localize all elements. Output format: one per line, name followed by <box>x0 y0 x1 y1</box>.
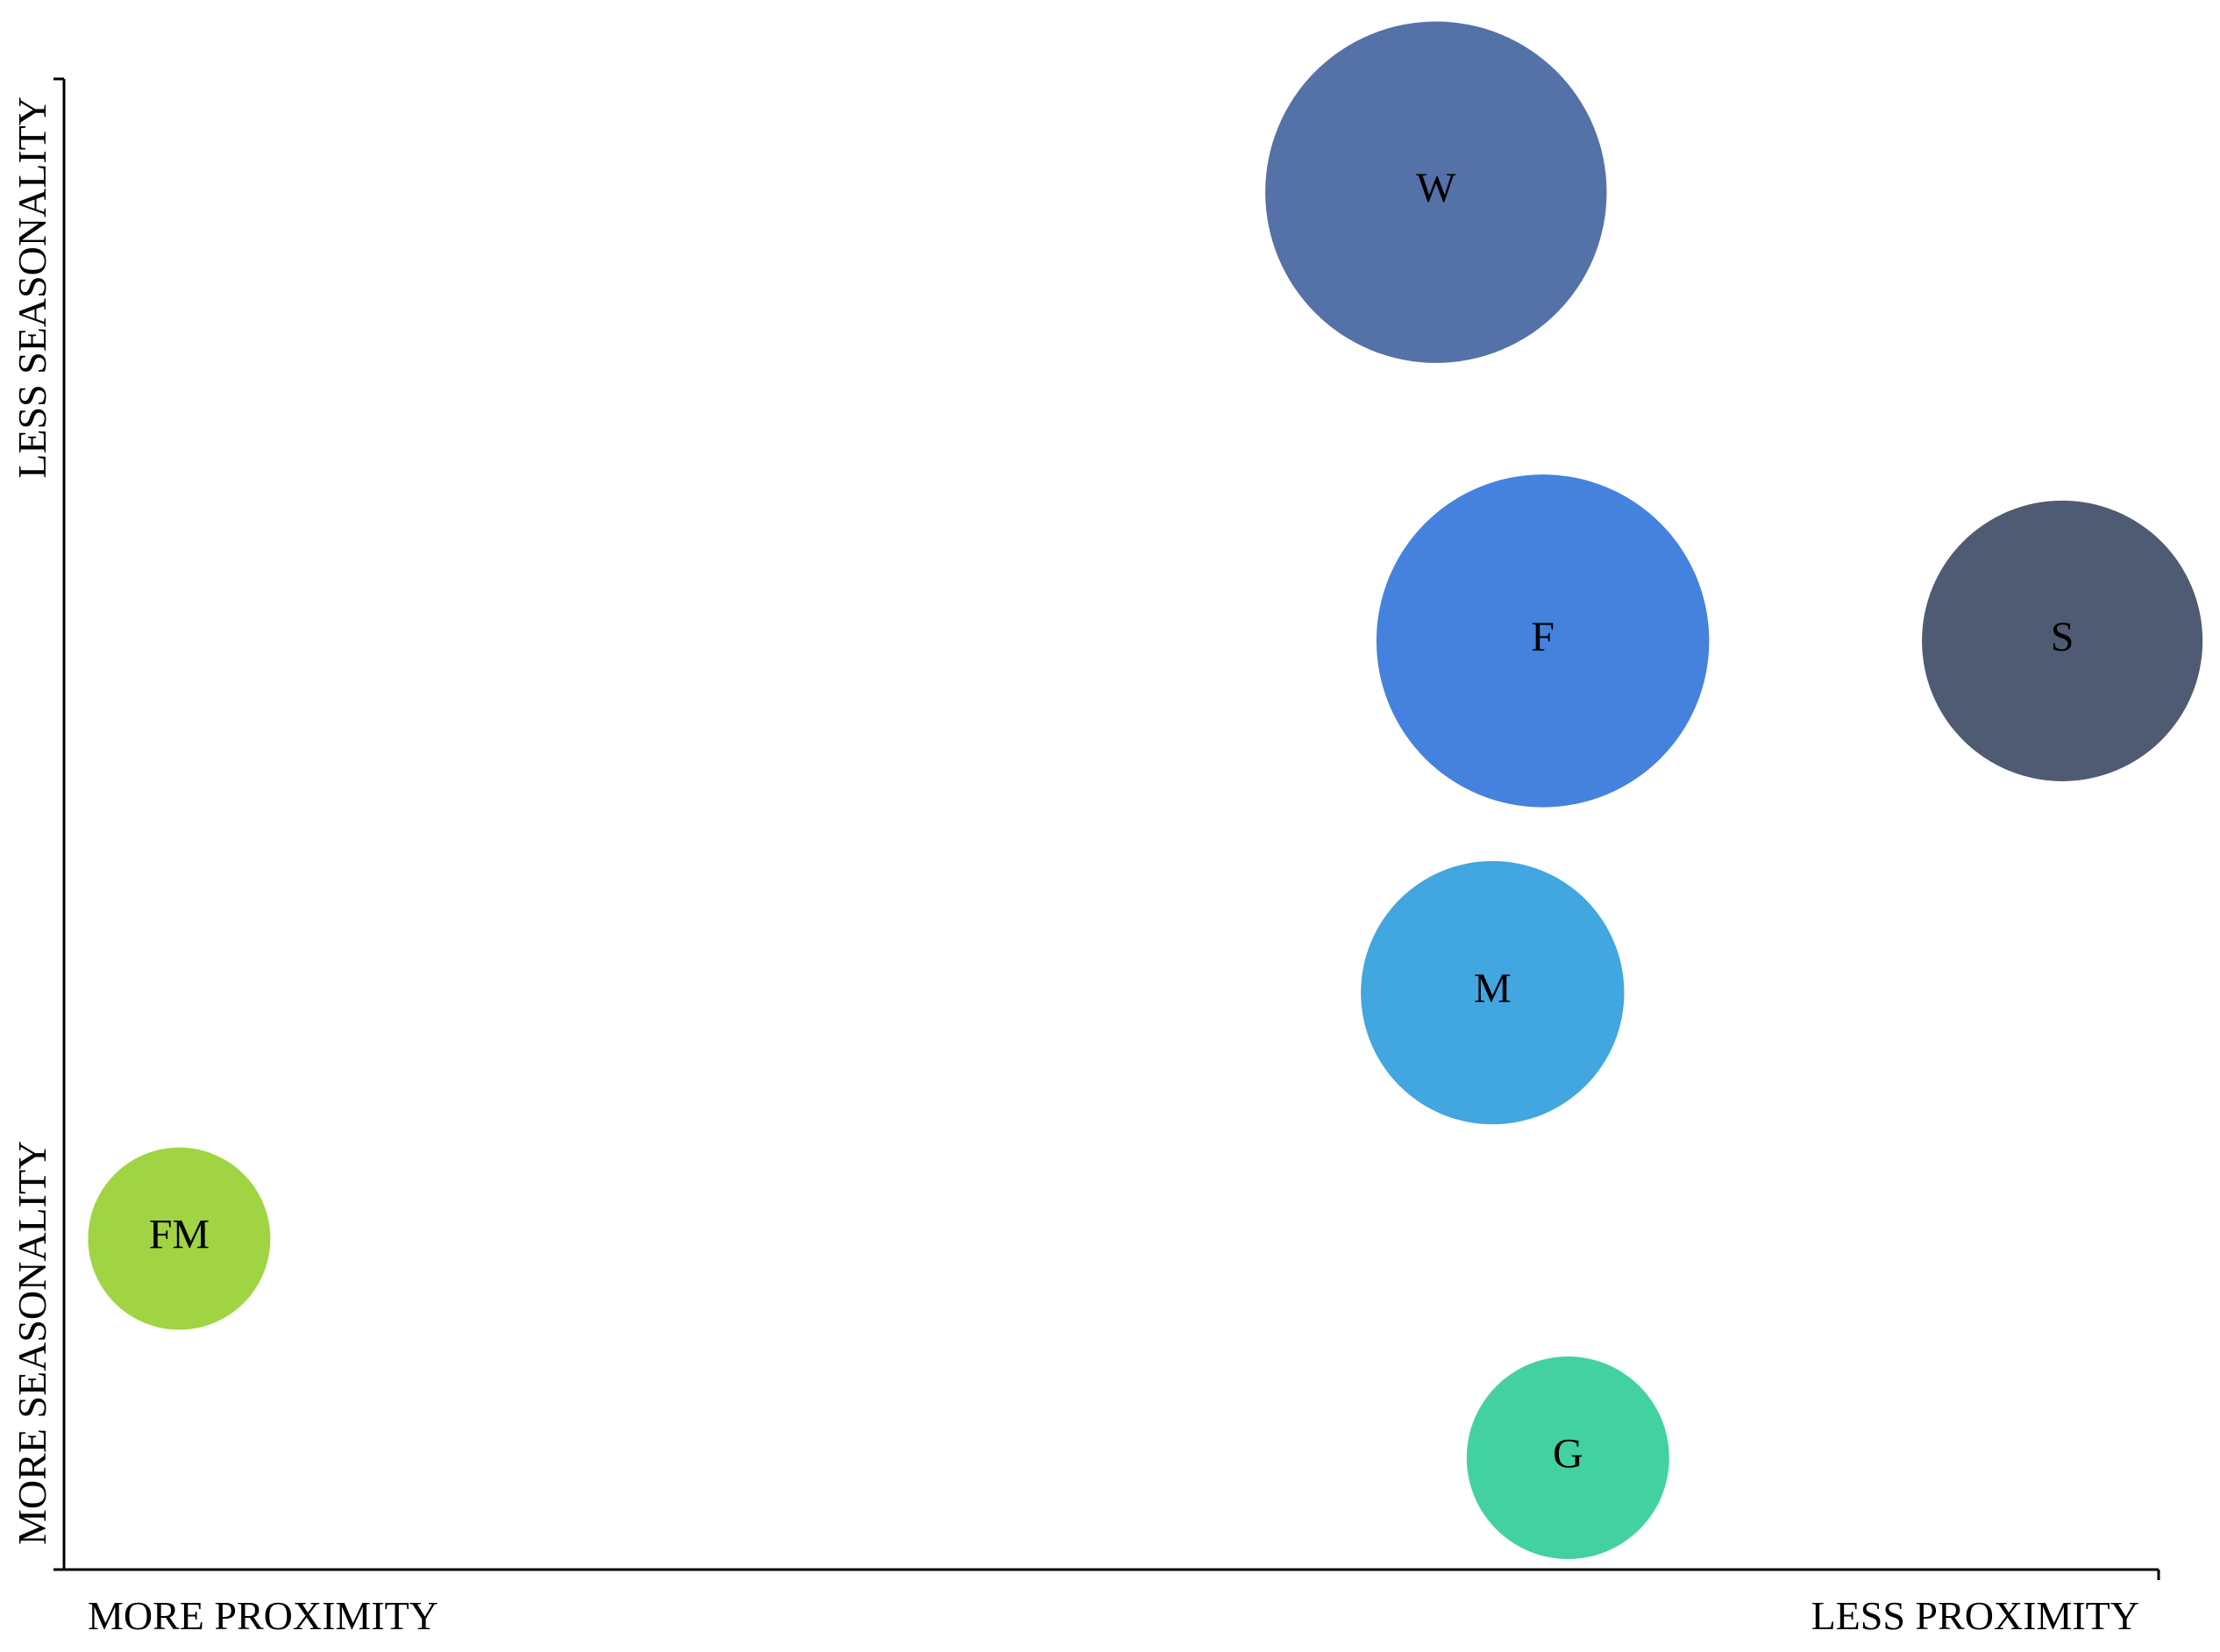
bubble-f-circle <box>1376 474 1710 808</box>
x-axis-label-high: LESS PROXIMITY <box>1811 1593 2139 1638</box>
bubble-layer: W F S M FM G <box>88 21 2203 1559</box>
x-axis-label-low: MORE PROXIMITY <box>88 1593 438 1638</box>
y-axis-label-low: MORE SEASONALITY <box>10 1141 54 1545</box>
bubble-fm: FM <box>88 1147 271 1330</box>
bubble-f-label: F <box>1531 614 1555 660</box>
bubble-g-label: G <box>1553 1431 1583 1478</box>
bubble-s-label: S <box>2051 614 2074 660</box>
bubble-g-circle <box>1466 1356 1669 1559</box>
bubble-s: S <box>1922 500 2203 781</box>
bubble-fm-circle <box>88 1147 271 1330</box>
bubble-w: W <box>1265 21 1607 363</box>
bubble-m-circle <box>1361 860 1625 1125</box>
bubble-fm-label: FM <box>149 1212 210 1258</box>
bubble-m-label: M <box>1474 965 1512 1012</box>
bubble-w-circle <box>1265 21 1607 363</box>
bubble-s-circle <box>1922 500 2203 781</box>
bubble-g: G <box>1466 1356 1669 1559</box>
bubble-m: M <box>1361 860 1625 1125</box>
bubble-w-label: W <box>1416 165 1456 211</box>
bubble-f: F <box>1376 474 1710 808</box>
y-axis-label-high: LESS SEASONALITY <box>10 96 54 479</box>
